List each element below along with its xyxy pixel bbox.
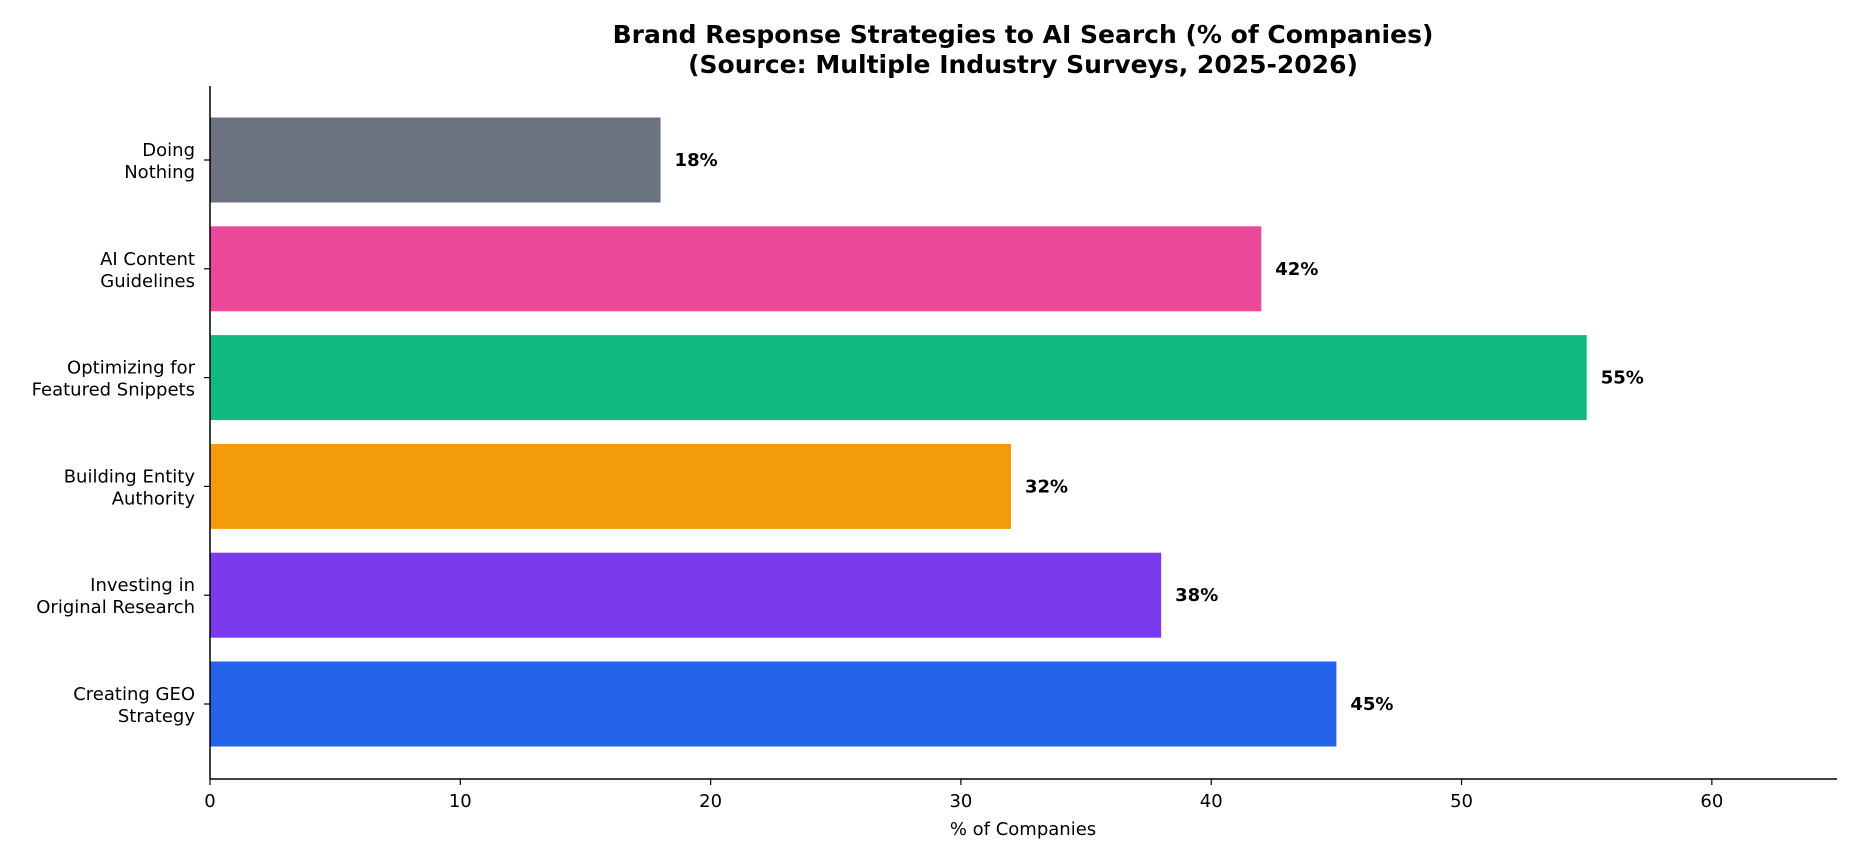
y-tick-label-building-entity-authority: Building Entity Authority	[64, 466, 196, 509]
y-tick-label-investing-in-original-research: Investing in Original Research	[36, 575, 195, 618]
bar-creating-geo-strategy	[210, 661, 1337, 747]
x-tick-label-0: 0	[204, 791, 215, 812]
data-label-creating-geo-strategy: 45%	[1350, 694, 1393, 715]
data-label-optimizing-for-featured-snippets: 55%	[1601, 368, 1644, 389]
y-tick-label-creating-geo-strategy: Creating GEO Strategy	[73, 684, 195, 727]
data-label-doing-nothing: 18%	[675, 150, 718, 171]
x-tick-label-10: 10	[449, 791, 472, 812]
y-tick-label-doing-nothing: Doing Nothing	[124, 140, 195, 183]
chart-title: Brand Response Strategies to AI Search (…	[613, 20, 1434, 49]
x-tick-label-50: 50	[1450, 791, 1473, 812]
bar-ai-content-guidelines	[210, 226, 1262, 312]
bar-investing-in-original-research	[210, 552, 1162, 638]
axes-layer: Creating GEO Strategy Investing in Original…	[32, 86, 1837, 812]
x-tick-label-60: 60	[1700, 791, 1723, 812]
x-tick-label-30: 30	[949, 791, 972, 812]
x-axis-label: % of Companies	[950, 819, 1096, 840]
data-label-building-entity-authority: 32%	[1025, 476, 1068, 497]
bar-building-entity-authority	[210, 443, 1011, 529]
x-tick-label-20: 20	[699, 791, 722, 812]
data-label-investing-in-original-research: 38%	[1175, 585, 1218, 606]
bars-layer: 45% 38% 32% 55% 42% 18%	[210, 117, 1644, 747]
bar-doing-nothing	[210, 117, 661, 203]
y-tick-label-optimizing-for-featured-snippets: Optimizing for Featured Snippets	[32, 358, 196, 401]
chart-subtitle: (Source: Multiple Industry Surveys, 2025…	[688, 50, 1358, 79]
data-label-ai-content-guidelines: 42%	[1275, 259, 1318, 280]
x-tick-label-40: 40	[1200, 791, 1223, 812]
y-tick-label-ai-content-guidelines: AI Content Guidelines	[100, 249, 195, 292]
bar-optimizing-for-featured-snippets	[210, 335, 1587, 421]
